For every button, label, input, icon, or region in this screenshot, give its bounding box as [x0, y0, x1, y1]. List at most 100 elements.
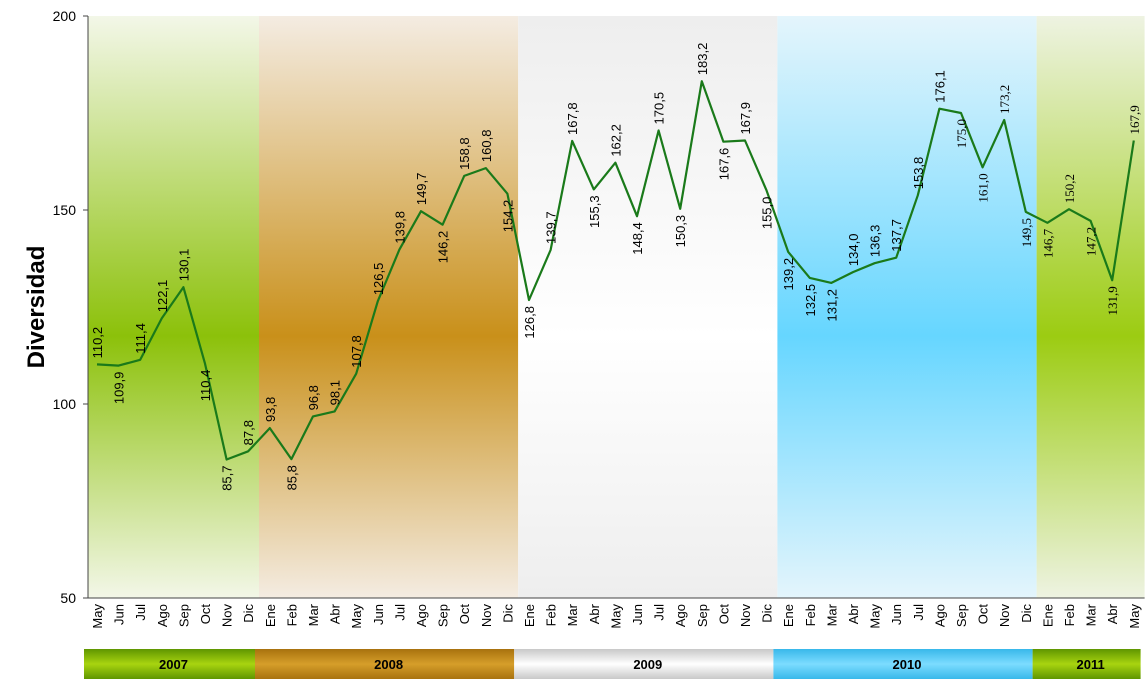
year-bar-2009 — [514, 649, 774, 679]
data-label: 93,8 — [263, 397, 278, 422]
x-tick-label: Ago — [414, 604, 429, 627]
year-bar-2008 — [255, 649, 515, 679]
x-tick-label: Oct — [976, 604, 991, 625]
data-label: 131,9 — [1105, 286, 1120, 315]
year-band-2008 — [259, 16, 519, 598]
x-tick-label: Jul — [392, 604, 407, 621]
data-label: 136,3 — [868, 225, 883, 258]
x-tick-label: Nov — [479, 604, 494, 628]
x-tick-label: Ago — [673, 604, 688, 627]
x-tick-label: Feb — [1062, 604, 1077, 626]
y-tick-label: 100 — [53, 396, 77, 412]
x-tick-label: Feb — [544, 604, 559, 626]
year-band-2011 — [1036, 16, 1145, 598]
data-label: 160,8 — [479, 130, 494, 163]
x-tick-label: Ene — [1040, 604, 1055, 627]
data-label: 87,8 — [241, 420, 256, 445]
data-label: 139,7 — [544, 211, 559, 244]
data-label: 110,2 — [90, 327, 105, 359]
x-tick-label: May — [868, 604, 883, 629]
x-tick-label: Mar — [824, 603, 839, 626]
data-label: 147,2 — [1084, 227, 1099, 256]
y-tick-label: 200 — [53, 8, 77, 24]
data-label: 98,1 — [328, 380, 343, 405]
year-band-2010 — [777, 16, 1037, 598]
data-label: 175,0 — [954, 119, 969, 148]
x-tick-label: Nov — [220, 604, 235, 628]
x-tick-label: Jul — [652, 604, 667, 621]
x-tick-label: Oct — [716, 604, 731, 625]
x-tick-label: Jun — [630, 604, 645, 625]
year-bar-2010 — [773, 649, 1033, 679]
year-bar-2007 — [84, 649, 259, 679]
year-background-bands — [88, 16, 1145, 598]
data-label: 162,2 — [608, 124, 623, 157]
data-label: 149,7 — [414, 173, 429, 206]
x-tick-label: Ene — [781, 604, 796, 627]
year-label-2007: 2007 — [159, 657, 188, 672]
x-tick-label: Dic — [241, 604, 256, 623]
x-tick-label: Ago — [932, 604, 947, 627]
data-label: 85,7 — [220, 465, 235, 490]
data-label: 107,8 — [349, 335, 364, 368]
x-tick-label: Mar — [306, 603, 321, 626]
x-tick-label: Dic — [1019, 604, 1034, 623]
data-label: 158,8 — [457, 137, 472, 170]
data-label: 167,9 — [1127, 105, 1142, 134]
x-tick-label: Oct — [457, 604, 472, 625]
x-tick-label: May — [90, 604, 105, 629]
x-tick-label: Dic — [760, 604, 775, 623]
x-tick-label: Sep — [436, 604, 451, 627]
data-label: 155,3 — [587, 195, 602, 228]
x-tick-label: Mar — [1084, 603, 1099, 626]
year-label-2011: 2011 — [1076, 657, 1104, 672]
data-label: 148,4 — [630, 222, 645, 255]
x-tick-label: Jun — [371, 604, 386, 625]
data-label: 167,8 — [565, 102, 580, 135]
series-diversidad — [96, 80, 1135, 461]
x-tick-label: Abr — [1105, 603, 1120, 624]
y-axis-label: Diversidad — [23, 246, 50, 369]
data-label: 170,5 — [652, 92, 667, 125]
x-tick-label: Oct — [198, 604, 213, 625]
x-tick-label: Sep — [695, 604, 710, 627]
data-label: 176,1 — [932, 70, 947, 103]
year-band-2007 — [88, 16, 259, 598]
data-label: 153,8 — [911, 157, 926, 190]
data-label: 161,0 — [976, 173, 991, 202]
data-label: 131,2 — [824, 289, 839, 322]
data-labels: 110,2 109,9 111,4 122,1 130,1 110,4 85,7 87,8 93… — [90, 43, 1142, 491]
data-label: 146,7 — [1040, 228, 1055, 258]
x-tick-label: Sep — [176, 604, 191, 627]
data-label: 183,2 — [695, 43, 710, 76]
data-label: 126,8 — [522, 306, 537, 339]
x-tick-label: Feb — [803, 604, 818, 626]
x-tick-label: Sep — [954, 604, 969, 627]
x-tick-label: Abr — [328, 603, 343, 624]
x-tick-label: May — [608, 604, 623, 629]
x-tick-label: Feb — [284, 604, 299, 626]
data-label: 132,5 — [803, 284, 818, 317]
data-label: 150,2 — [1062, 174, 1077, 203]
x-tick-labels: May Jun Jul Ago Sep Oct Nov Dic Ene Feb Mar Abr May J… — [90, 603, 1142, 628]
x-tick-label: May — [1127, 604, 1142, 629]
x-tick-label: Ago — [155, 604, 170, 627]
data-label: 167,6 — [716, 148, 731, 181]
x-tick-label: May — [349, 604, 364, 629]
data-label: 139,2 — [781, 258, 796, 291]
x-tick-label: Ene — [263, 604, 278, 627]
data-label: 122,1 — [155, 280, 170, 313]
x-tick-label: Jun — [889, 604, 904, 625]
series-line — [96, 80, 1135, 461]
x-tick-label: Ene — [522, 604, 537, 627]
x-tick-label: Mar — [565, 603, 580, 626]
data-label: 111,4 — [133, 323, 148, 354]
x-tick-label: Nov — [738, 604, 753, 628]
year-label-2008: 2008 — [374, 657, 403, 672]
data-label: 130,1 — [176, 249, 191, 282]
data-label: 96,8 — [306, 385, 321, 410]
year-bar: 2007 2008 2009 2010 2011 — [84, 649, 1141, 679]
x-tick-label: Abr — [846, 603, 861, 624]
year-band-2009 — [518, 16, 778, 598]
data-label: 110,4 — [198, 370, 213, 402]
